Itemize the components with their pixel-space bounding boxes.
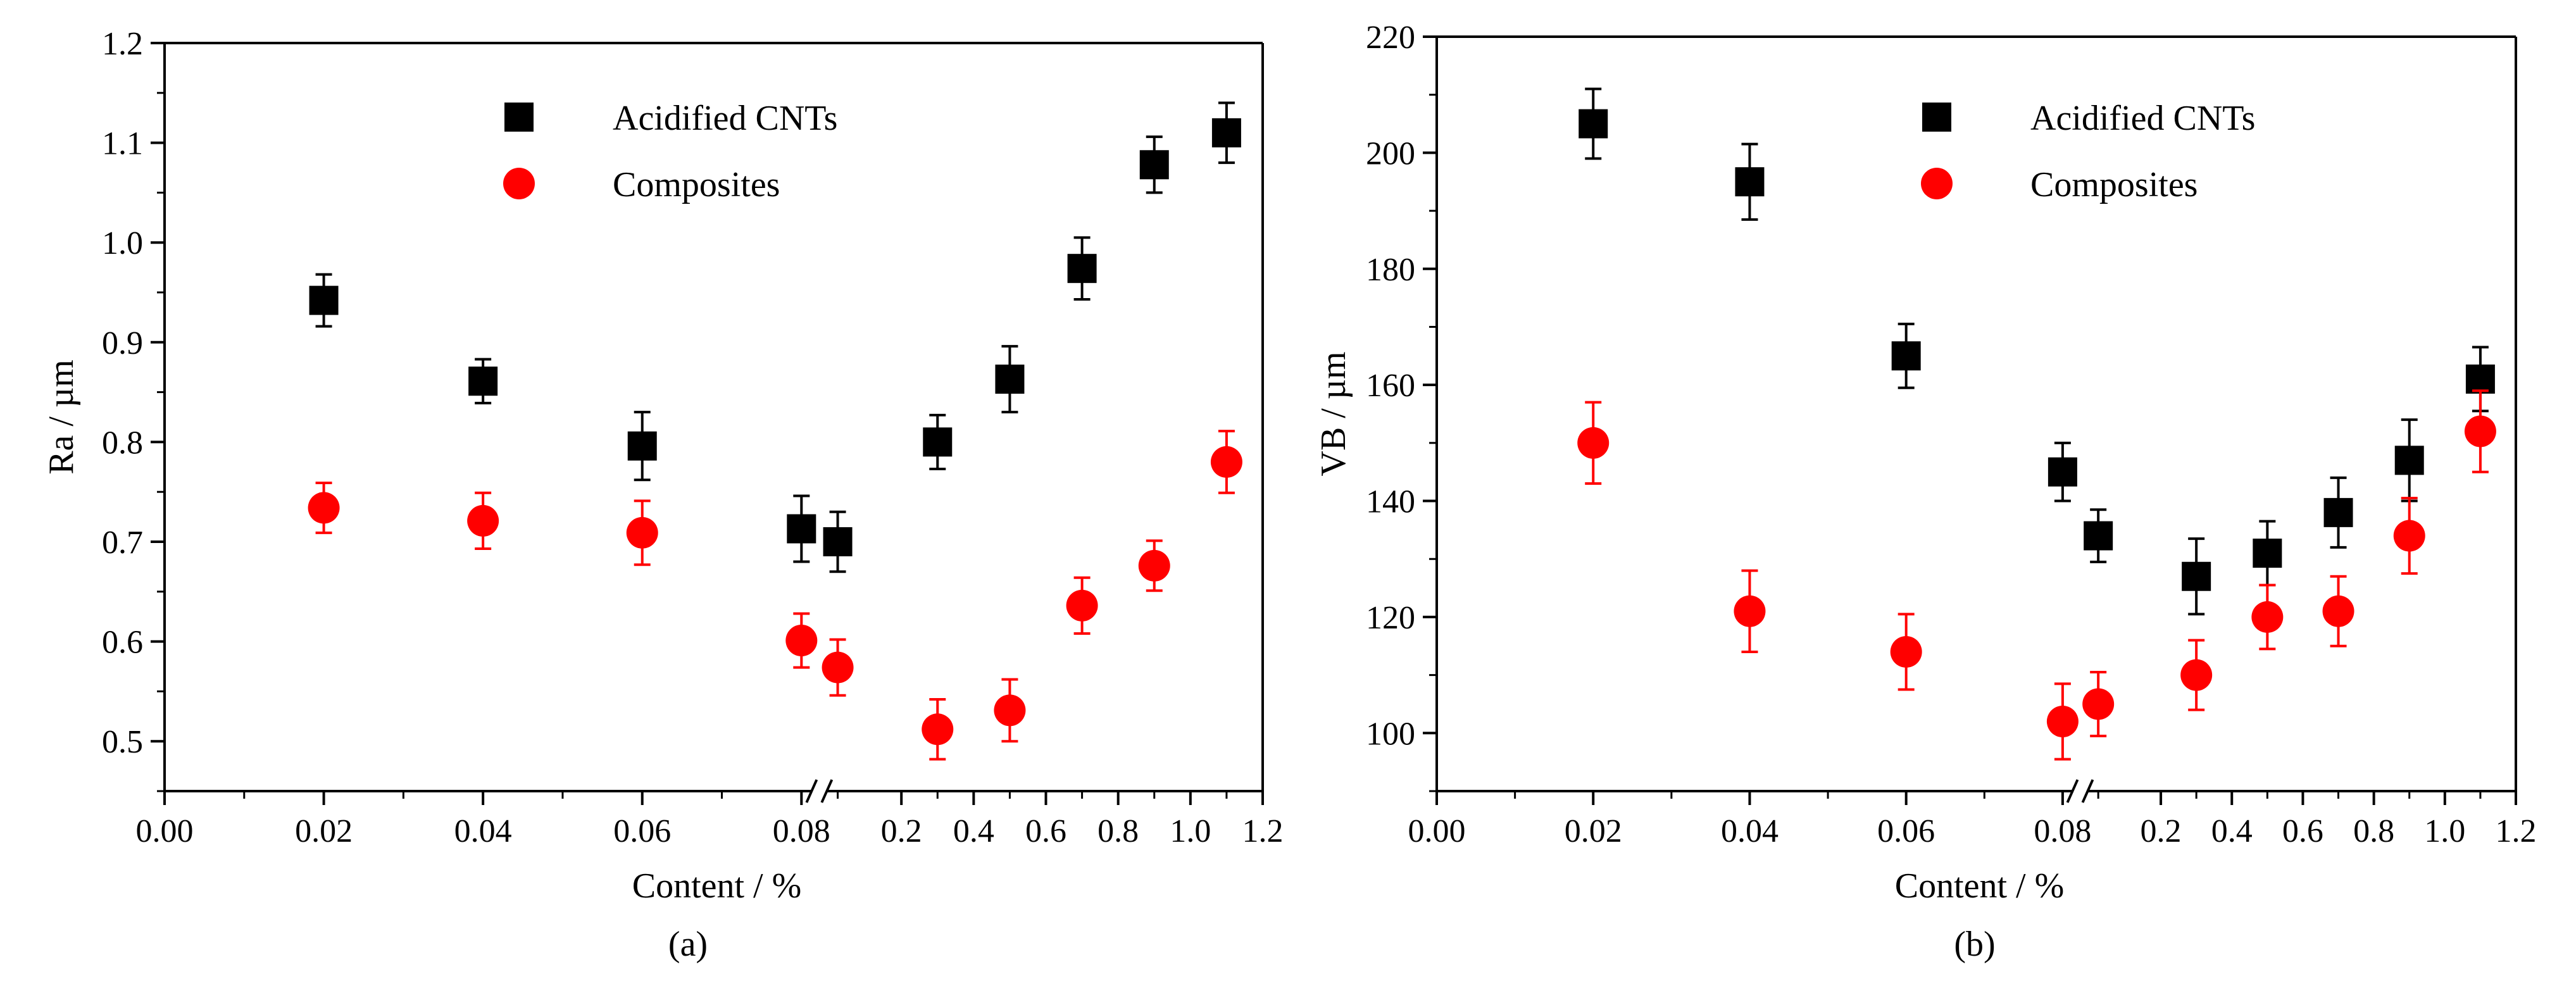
y-axis-label: Ra / µm bbox=[42, 359, 81, 475]
y-tick-label: 160 bbox=[1366, 368, 1415, 404]
legend-label-acidified: Acidified CNTs bbox=[613, 99, 837, 138]
data-point-acidified bbox=[1139, 150, 1169, 180]
y-axis-label: VB / µm bbox=[1314, 351, 1353, 476]
data-point-acidified bbox=[2084, 521, 2113, 551]
x-tick-label: 0.08 bbox=[773, 813, 830, 849]
data-point-composites bbox=[626, 516, 658, 549]
y-tick-label: 0.8 bbox=[102, 425, 143, 461]
data-point-composites bbox=[822, 651, 854, 684]
data-point-composites bbox=[2322, 595, 2354, 627]
y-tick-label: 180 bbox=[1366, 252, 1415, 288]
x-tick-label: 0.8 bbox=[2353, 813, 2394, 849]
data-point-composites bbox=[922, 713, 954, 746]
data-point-acidified bbox=[2394, 446, 2424, 475]
legend-marker-composites bbox=[503, 168, 535, 199]
y-tick-label: 140 bbox=[1366, 484, 1415, 520]
data-point-composites bbox=[2393, 520, 2425, 552]
legend-marker-composites bbox=[1921, 168, 1953, 199]
x-tick-label: 0.00 bbox=[1408, 813, 1466, 849]
x-tick-label: 0.6 bbox=[1025, 813, 1066, 849]
data-point-acidified bbox=[2048, 457, 2077, 487]
data-point-acidified bbox=[2253, 539, 2282, 568]
panel-label: (b) bbox=[1954, 925, 1995, 964]
x-tick-label: 1.2 bbox=[1242, 813, 1284, 849]
data-point-composites bbox=[2464, 415, 2496, 447]
axis-break-mark bbox=[2081, 779, 2094, 803]
x-tick-label: 1.2 bbox=[2496, 813, 2537, 849]
data-point-composites bbox=[785, 625, 818, 657]
legend-label-composites: Composites bbox=[2030, 165, 2198, 204]
x-tick-label: 0.2 bbox=[2141, 813, 2182, 849]
data-point-acidified bbox=[923, 427, 953, 457]
x-tick-label: 0.02 bbox=[295, 813, 353, 849]
x-tick-label: 0.06 bbox=[613, 813, 671, 849]
y-tick-label: 100 bbox=[1366, 716, 1415, 752]
data-point-composites bbox=[2251, 601, 2284, 633]
data-point-composites bbox=[467, 504, 499, 537]
data-point-acidified bbox=[2323, 497, 2353, 527]
panel-label: (a) bbox=[668, 925, 708, 964]
data-point-composites bbox=[2082, 688, 2115, 720]
data-point-composites bbox=[994, 694, 1026, 727]
data-point-composites bbox=[1066, 589, 1098, 621]
data-point-acidified bbox=[995, 365, 1025, 394]
data-point-acidified bbox=[2182, 561, 2211, 591]
y-tick-label: 0.5 bbox=[102, 724, 143, 760]
data-point-composites bbox=[308, 492, 340, 524]
y-tick-label: 220 bbox=[1366, 20, 1415, 56]
axis-break-mark bbox=[2066, 779, 2079, 803]
x-tick-label: 0.08 bbox=[2034, 813, 2091, 849]
x-tick-label: 0.00 bbox=[136, 813, 194, 849]
x-tick-label: 0.4 bbox=[2211, 813, 2253, 849]
data-point-acidified bbox=[627, 431, 657, 461]
x-tick-label: 0.04 bbox=[1721, 813, 1779, 849]
data-point-composites bbox=[1577, 427, 1610, 459]
data-point-acidified bbox=[1735, 167, 1765, 197]
x-tick-label: 0.4 bbox=[953, 813, 994, 849]
x-tick-label: 0.8 bbox=[1097, 813, 1139, 849]
data-point-acidified bbox=[1579, 109, 1608, 139]
data-point-acidified bbox=[2465, 364, 2495, 394]
data-point-composites bbox=[1890, 635, 1922, 668]
axis-break-mark bbox=[805, 779, 818, 803]
data-point-composites bbox=[2046, 705, 2079, 737]
legend-marker-acidified bbox=[504, 103, 534, 132]
data-point-acidified bbox=[1891, 341, 1921, 371]
data-point-composites bbox=[1210, 446, 1242, 478]
data-point-acidified bbox=[1067, 254, 1097, 284]
y-tick-label: 200 bbox=[1366, 135, 1415, 172]
data-point-acidified bbox=[468, 366, 498, 396]
data-point-acidified bbox=[1211, 118, 1241, 147]
chart-panel-a: 0.00 0.02 0.04 0.06 0.08 0.2 0.4 0.6 0.8 1.0 1.2 0.… bbox=[42, 26, 1284, 964]
x-tick-label: 0.06 bbox=[1877, 813, 1935, 849]
x-tick-label: 1.0 bbox=[1170, 813, 1211, 849]
legend-label-composites: Composites bbox=[613, 165, 780, 204]
axis-break-mark bbox=[820, 779, 834, 803]
legend-marker-acidified bbox=[1922, 103, 1951, 132]
y-tick-label: 0.6 bbox=[102, 625, 143, 661]
data-point-acidified bbox=[309, 285, 339, 315]
x-axis-label: Content / % bbox=[632, 866, 802, 906]
y-tick-label: 0.7 bbox=[102, 525, 143, 561]
x-tick-label: 0.6 bbox=[2282, 813, 2323, 849]
legend-label-acidified: Acidified CNTs bbox=[2030, 99, 2255, 138]
data-point-composites bbox=[2180, 659, 2213, 691]
x-tick-label: 0.04 bbox=[454, 813, 512, 849]
y-tick-label: 120 bbox=[1366, 600, 1415, 636]
y-tick-label: 0.9 bbox=[102, 325, 143, 361]
x-axis-label: Content / % bbox=[1895, 866, 2065, 906]
x-tick-label: 0.02 bbox=[1565, 813, 1622, 849]
x-tick-label: 1.0 bbox=[2424, 813, 2465, 849]
chart-panel-b: 0.00 0.02 0.04 0.06 0.08 0.2 0.4 0.6 0.8 1.0 1.2 10… bbox=[1314, 20, 2537, 964]
data-point-acidified bbox=[823, 527, 853, 556]
y-tick-label: 1.2 bbox=[102, 26, 143, 62]
y-tick-label: 1.0 bbox=[102, 225, 143, 261]
x-tick-label: 0.2 bbox=[881, 813, 922, 849]
data-point-acidified bbox=[787, 514, 816, 544]
y-tick-label: 1.1 bbox=[102, 126, 143, 162]
data-point-composites bbox=[1138, 549, 1170, 582]
data-point-composites bbox=[1734, 595, 1766, 627]
